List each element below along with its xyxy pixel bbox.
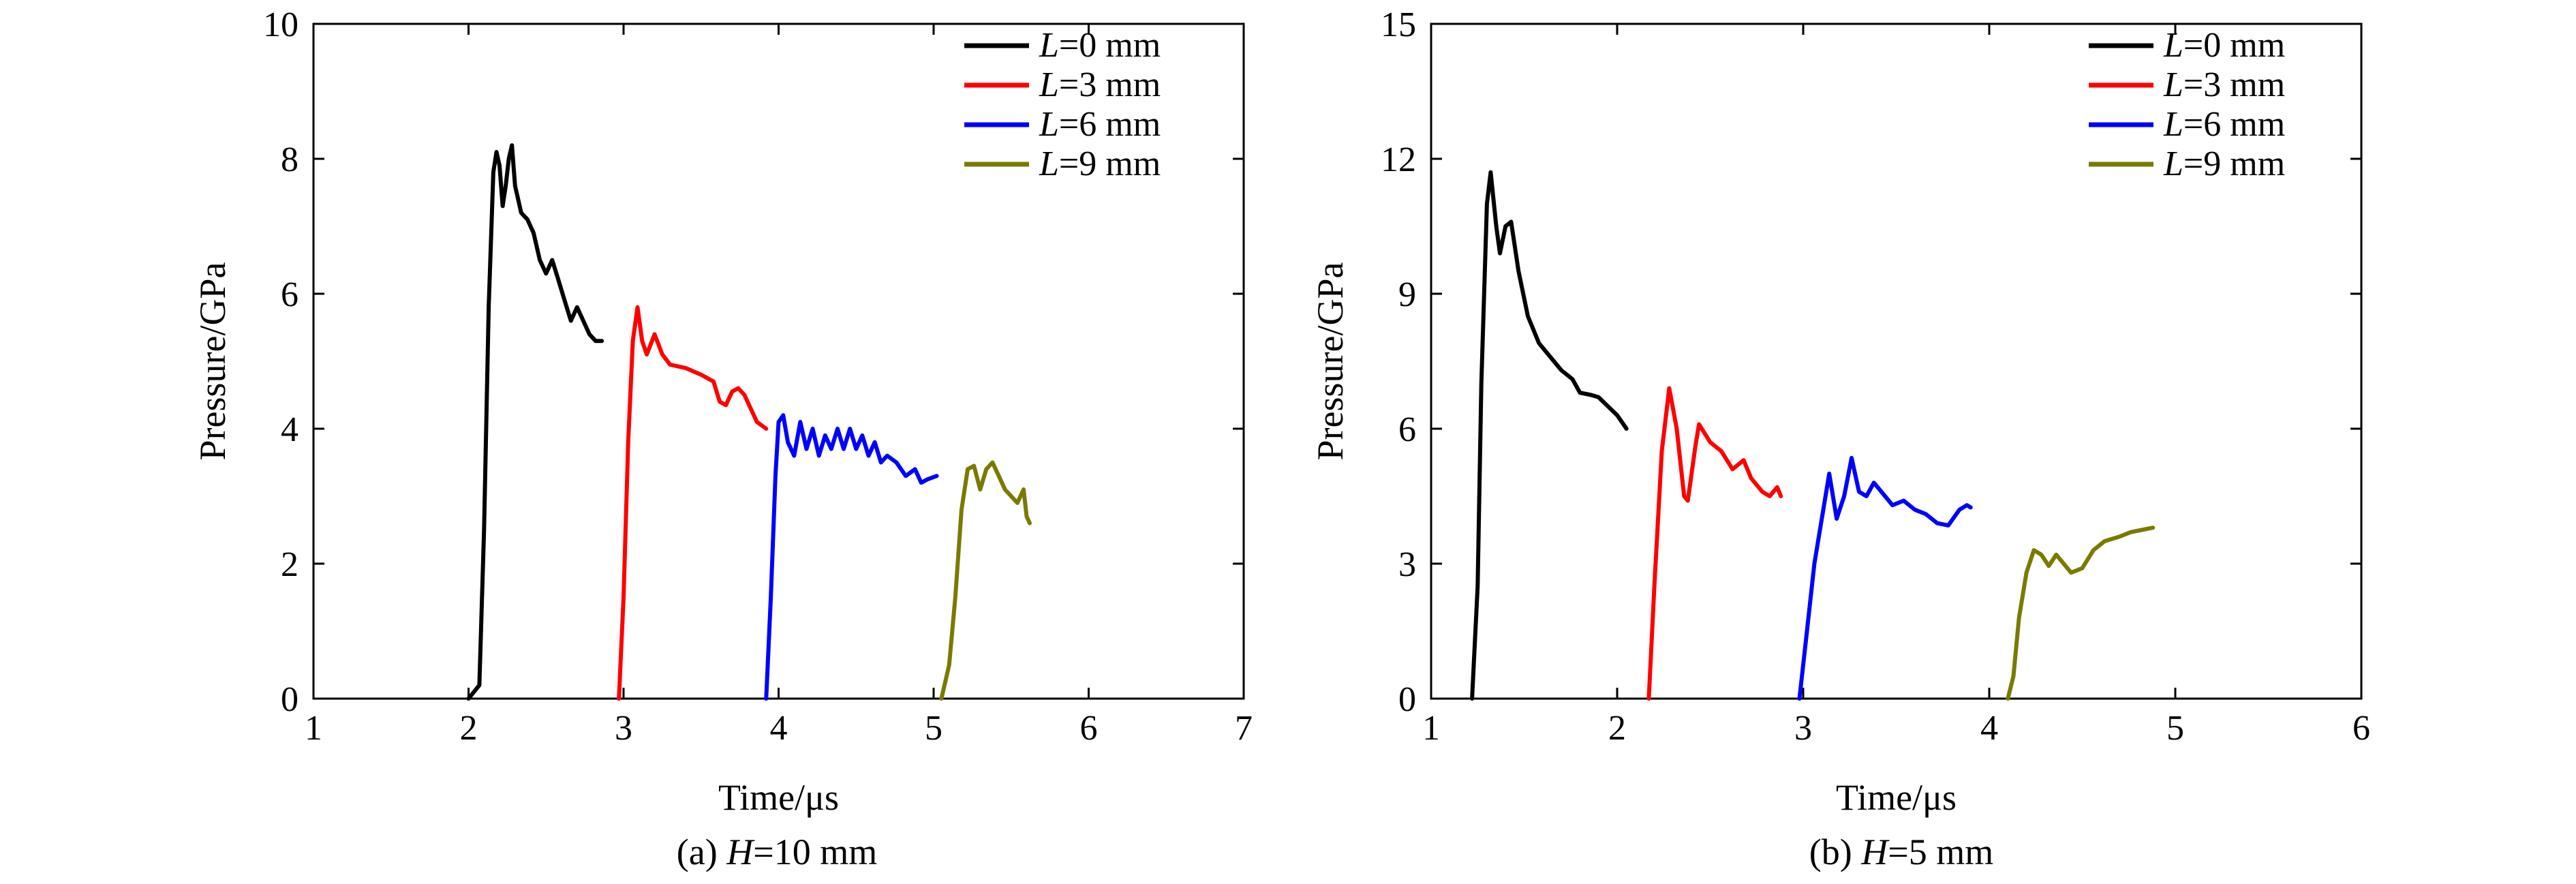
legend-var: L <box>2163 105 2183 144</box>
legend-var: L <box>1039 26 1059 65</box>
x-tick-label: 6 <box>1080 709 1098 748</box>
legend-var: L <box>2163 144 2183 183</box>
panel-caption: (b) H=5 mm <box>1809 832 1993 872</box>
legend-value: =3 mm <box>1059 65 1161 104</box>
y-tick-label: 2 <box>281 545 298 584</box>
y-tick-label: 0 <box>1398 680 1416 719</box>
x-tick-label: 4 <box>1980 709 1998 748</box>
legend-entry: L=3 mm <box>2163 65 2285 104</box>
x-tick-label: 1 <box>1422 709 1440 748</box>
legend-entry: L=0 mm <box>2163 26 2285 65</box>
legend-value: =0 mm <box>1059 26 1161 65</box>
panel-caption: (a) H=10 mm <box>677 832 877 872</box>
x-tick-label: 2 <box>460 709 478 748</box>
caption-value: =10 mm <box>753 832 877 872</box>
legend-value: =6 mm <box>1059 105 1161 144</box>
x-tick-label: 1 <box>305 709 322 748</box>
x-tick-label: 4 <box>770 709 788 748</box>
y-tick-label: 9 <box>1398 275 1416 314</box>
y-axis-label: Pressure/GPa <box>192 262 233 460</box>
series-line <box>2006 525 2156 701</box>
series-line <box>1470 170 1629 701</box>
y-tick-label: 6 <box>281 275 298 314</box>
y-tick-label: 0 <box>281 680 298 719</box>
legend: L=0 mmL=3 mmL=6 mmL=9 mm <box>2089 26 2285 183</box>
x-tick-label: 3 <box>615 709 632 748</box>
caption-var: H <box>726 832 755 872</box>
plot-frame <box>1430 22 2363 700</box>
legend-value: =9 mm <box>1059 144 1161 183</box>
series-line <box>1797 455 1973 701</box>
x-axis-label: Time/μs <box>1836 777 1957 818</box>
legend-var: L <box>2163 26 2183 65</box>
caption-value: =5 mm <box>1888 832 1993 872</box>
caption-var: H <box>1860 832 1890 872</box>
legend-entry: L=3 mm <box>1039 65 1161 104</box>
x-tick-label: 5 <box>2166 709 2184 748</box>
legend-entry: L=6 mm <box>1039 105 1161 144</box>
x-tick-label: 2 <box>1608 709 1626 748</box>
legend-entry: L=9 mm <box>2163 144 2285 183</box>
y-tick-label: 4 <box>281 410 298 449</box>
series-line <box>617 305 769 701</box>
y-tick-label: 3 <box>1398 545 1416 584</box>
y-tick-label: 6 <box>1398 410 1416 449</box>
x-tick-label: 3 <box>1794 709 1812 748</box>
series-line <box>1646 386 1783 701</box>
legend-var: L <box>1039 65 1059 104</box>
legend-var: L <box>1039 144 1059 183</box>
x-tick-label: 7 <box>1235 709 1253 748</box>
y-tick-label: 12 <box>1381 140 1416 179</box>
legend: L=0 mmL=3 mmL=6 mmL=9 mm <box>964 26 1161 183</box>
legend-var: L <box>1039 105 1059 144</box>
x-axis-label: Time/μs <box>718 777 839 818</box>
x-tick-label: 5 <box>925 709 942 748</box>
legend-entry: L=0 mm <box>1039 26 1161 65</box>
caption-prefix: (a) <box>677 832 726 872</box>
legend-value: =6 mm <box>2183 105 2285 144</box>
series-line <box>466 143 604 701</box>
y-tick-label: 10 <box>263 5 298 44</box>
series-line <box>764 413 939 701</box>
legend-value: =0 mm <box>2183 26 2285 65</box>
y-axis-label: Pressure/GPa <box>1310 262 1351 460</box>
series-line <box>939 460 1032 701</box>
legend-entry: L=9 mm <box>1039 144 1161 183</box>
legend-value: =3 mm <box>2183 65 2285 104</box>
x-tick-label: 6 <box>2352 709 2370 748</box>
legend-entry: L=6 mm <box>2163 105 2285 144</box>
y-tick-label: 8 <box>281 140 298 179</box>
legend-var: L <box>2163 65 2183 104</box>
y-tick-label: 15 <box>1381 5 1416 44</box>
legend-value: =9 mm <box>2183 144 2285 183</box>
caption-prefix: (b) <box>1809 832 1861 872</box>
